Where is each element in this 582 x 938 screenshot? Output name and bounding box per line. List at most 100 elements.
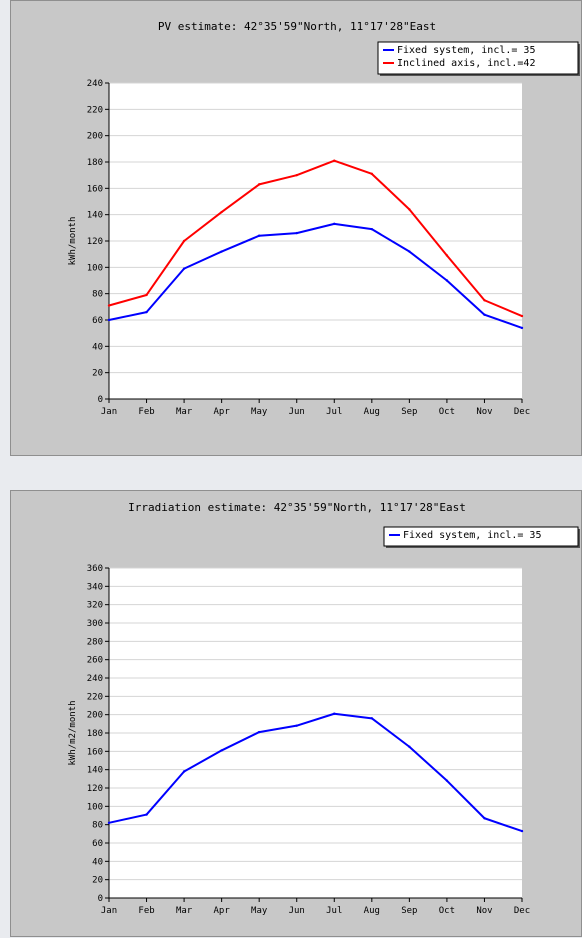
y-tick-label: 280 xyxy=(87,637,103,647)
x-tick-label: Dec xyxy=(514,407,530,417)
y-tick-label: 20 xyxy=(92,369,103,379)
legend-label: Inclined axis, incl.=42 xyxy=(397,58,535,69)
data-point xyxy=(182,770,186,773)
y-tick-label: 0 xyxy=(98,894,103,904)
data-point xyxy=(520,314,524,318)
data-point xyxy=(107,304,111,307)
legend-label: Fixed system, incl.= 35 xyxy=(403,530,541,541)
x-tick-label: Jan xyxy=(101,407,117,417)
data-point xyxy=(295,173,298,177)
data-point xyxy=(370,227,374,231)
x-tick-label: Jan xyxy=(101,906,117,916)
y-tick-label: 60 xyxy=(92,316,103,326)
legend-box xyxy=(383,526,579,547)
y-tick-label: 100 xyxy=(87,802,103,812)
y-tick-label: 20 xyxy=(92,876,103,886)
series-line-1 xyxy=(108,712,523,833)
y-tick-label: 140 xyxy=(87,766,103,776)
data-point xyxy=(145,310,148,314)
y-tick-label: 240 xyxy=(87,79,103,89)
data-point xyxy=(370,717,374,720)
x-tick-label: Nov xyxy=(476,906,492,916)
legend-box xyxy=(377,41,579,75)
chart-title: PV estimate: 42°35'59"North, 11°17'28"Ea… xyxy=(158,20,436,33)
data-point xyxy=(295,231,298,235)
data-point xyxy=(220,250,223,253)
x-tick-label: Apr xyxy=(214,407,231,417)
x-tick-label: Mar xyxy=(176,906,193,916)
pv-estimate-chart: PV estimate: 42°35'59"North, 11°17'28"Ea… xyxy=(68,20,580,417)
data-point xyxy=(333,159,336,162)
data-point xyxy=(182,239,186,243)
x-tick-label: Sep xyxy=(401,407,417,417)
series-line-2 xyxy=(108,159,523,317)
data-point xyxy=(408,250,411,253)
data-point xyxy=(145,813,148,816)
y-tick-label: 220 xyxy=(87,105,103,115)
chart-title: Irradiation estimate: 42°35'59"North, 11… xyxy=(128,501,466,514)
y-tick-label: 0 xyxy=(98,395,103,405)
x-tick-label: Feb xyxy=(138,407,154,417)
data-point xyxy=(257,730,261,734)
irradiation-estimate-chart: Irradiation estimate: 42°35'59"North, 11… xyxy=(68,501,580,916)
data-point xyxy=(107,318,111,322)
data-point xyxy=(220,210,223,214)
data-point xyxy=(295,724,298,727)
x-tick-label: Sep xyxy=(401,906,417,916)
data-point xyxy=(408,208,411,211)
x-tick-label: May xyxy=(251,906,268,916)
y-tick-label: 40 xyxy=(92,857,103,867)
y-tick-label: 180 xyxy=(87,158,103,168)
y-tick-label: 300 xyxy=(87,619,103,629)
y-tick-label: 140 xyxy=(87,211,103,221)
data-point xyxy=(333,222,336,226)
data-point xyxy=(220,749,223,752)
y-tick-label: 260 xyxy=(87,656,103,666)
y-tick-label: 40 xyxy=(92,342,103,352)
y-tick-label: 240 xyxy=(87,674,103,684)
data-point xyxy=(520,829,524,833)
x-tick-label: Jun xyxy=(289,906,305,916)
x-tick-label: Mar xyxy=(176,407,193,417)
x-tick-label: Jun xyxy=(289,407,305,417)
y-axis-label: kWh/month xyxy=(68,217,78,266)
data-point xyxy=(257,183,261,186)
data-point xyxy=(483,817,486,820)
data-point xyxy=(483,313,486,316)
data-point xyxy=(107,821,111,825)
x-tick-label: Apr xyxy=(214,906,231,916)
data-point xyxy=(333,712,336,715)
x-tick-label: Aug xyxy=(364,407,380,417)
y-tick-label: 80 xyxy=(92,821,103,831)
data-point xyxy=(445,779,449,782)
y-tick-label: 160 xyxy=(87,747,103,757)
y-tick-label: 160 xyxy=(87,184,103,194)
irradiation-estimate-chart-panel: Irradiation estimate: 42°35'59"North, 11… xyxy=(10,490,582,937)
y-tick-label: 360 xyxy=(87,564,103,574)
data-point xyxy=(257,234,261,237)
y-tick-label: 200 xyxy=(87,711,103,721)
x-tick-label: Oct xyxy=(439,407,455,417)
y-tick-label: 200 xyxy=(87,132,103,142)
y-tick-label: 220 xyxy=(87,692,103,702)
x-tick-label: Dec xyxy=(514,906,530,916)
data-point xyxy=(445,254,449,257)
legend-label: Fixed system, incl.= 35 xyxy=(397,45,535,56)
y-tick-label: 320 xyxy=(87,601,103,611)
data-point xyxy=(483,299,486,302)
x-tick-label: Oct xyxy=(439,906,455,916)
data-point xyxy=(145,293,148,297)
series-line-1 xyxy=(108,222,523,329)
data-point xyxy=(182,267,186,270)
data-point xyxy=(408,745,411,748)
y-tick-label: 180 xyxy=(87,729,103,739)
y-tick-label: 60 xyxy=(92,839,103,849)
x-tick-label: Jul xyxy=(326,407,342,417)
x-tick-label: Nov xyxy=(476,407,492,417)
data-point xyxy=(445,279,449,282)
y-tick-label: 120 xyxy=(87,237,103,247)
pv-estimate-chart-panel: PV estimate: 42°35'59"North, 11°17'28"Ea… xyxy=(10,0,582,456)
y-tick-label: 80 xyxy=(92,290,103,300)
x-tick-label: Aug xyxy=(364,906,380,916)
x-tick-label: Feb xyxy=(138,906,154,916)
